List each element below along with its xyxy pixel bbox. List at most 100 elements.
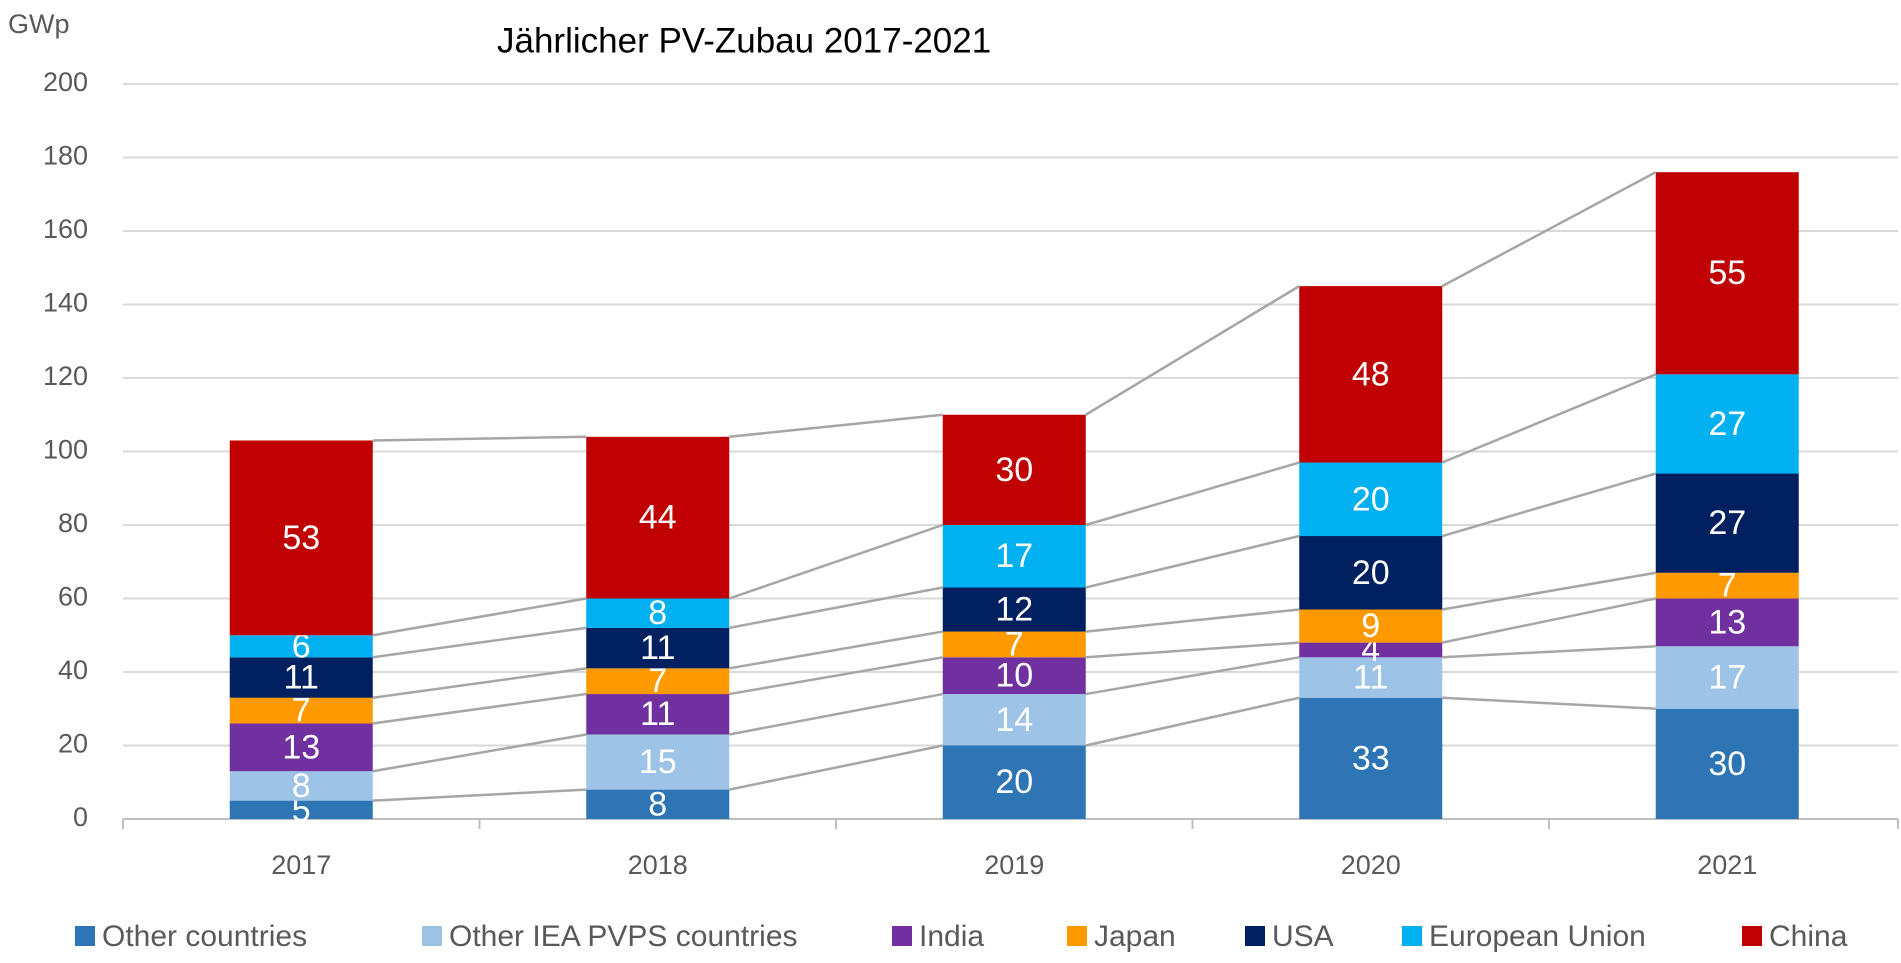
bar-segment [229, 697, 373, 724]
data-label: 11 [1353, 658, 1388, 696]
connector-line [1441, 373, 1657, 464]
bar-segment [229, 440, 373, 636]
bar-segment [942, 414, 1086, 525]
data-label: 14 [995, 701, 1033, 739]
data-label: 27 [1708, 405, 1746, 443]
data-label: 11 [640, 695, 675, 733]
bar-segment [942, 657, 1086, 695]
legend-label: China [1769, 920, 1848, 953]
data-label: 7 [1718, 567, 1737, 605]
data-label: 9 [1361, 607, 1380, 645]
bar-segment [1299, 462, 1443, 537]
connector-line [372, 733, 587, 773]
data-label: 15 [639, 743, 677, 781]
chart-title: Jährlicher PV-Zubau 2017-2021 [497, 21, 991, 60]
connector-line [729, 656, 943, 696]
bar-segment [229, 635, 373, 658]
data-label: 33 [1352, 739, 1390, 777]
bar-segment [942, 587, 1086, 632]
legend-label: Other IEA PVPS countries [449, 920, 798, 953]
y-tick-label: 20 [58, 729, 88, 759]
legend-label: Japan [1094, 920, 1176, 953]
bar-segment [1299, 657, 1443, 698]
legend-label: India [919, 920, 984, 953]
bar-segment [942, 745, 1086, 819]
bar-segment [1299, 286, 1443, 463]
legend-swatch [892, 926, 912, 946]
connector-line [729, 692, 943, 736]
data-label: 7 [292, 692, 311, 730]
data-label: 20 [995, 763, 1033, 801]
legend-label: European Union [1429, 920, 1646, 953]
connector-line [372, 667, 587, 699]
data-label: 30 [995, 451, 1033, 489]
data-label: 8 [648, 785, 667, 823]
y-tick-label: 160 [43, 214, 88, 244]
data-label: 17 [1708, 658, 1746, 696]
connector-line [1442, 571, 1656, 611]
data-label: 17 [995, 537, 1033, 575]
y-tick-label: 40 [58, 655, 88, 685]
connector-line [1085, 656, 1300, 696]
legend-swatch [1402, 926, 1422, 946]
connector-line [1442, 696, 1656, 710]
bar-segment [1299, 642, 1443, 658]
bar-segment [229, 723, 373, 772]
y-tick-label: 200 [43, 67, 88, 97]
x-tick-label: 2019 [984, 850, 1044, 880]
bar-segment [1299, 536, 1443, 610]
connector-line [372, 788, 587, 802]
bar-segment [229, 771, 373, 801]
bar-segment [1655, 646, 1799, 709]
bar-segment [586, 598, 730, 628]
legend-swatch [75, 926, 95, 946]
legend-swatch [422, 926, 442, 946]
data-label: 20 [1352, 554, 1390, 592]
connector-line [372, 435, 587, 442]
bar-segment [1299, 609, 1443, 643]
connector-line [1085, 285, 1300, 416]
connector-line [372, 692, 587, 725]
y-tick-label: 60 [58, 582, 88, 612]
y-axis-label: GWp [8, 9, 70, 39]
connector-line [1085, 641, 1300, 659]
x-tick-label: 2018 [628, 850, 688, 880]
data-label: 27 [1708, 504, 1746, 542]
connector-line [1441, 597, 1657, 644]
data-label: 13 [282, 728, 320, 766]
bar-segment [1655, 598, 1799, 647]
y-tick-label: 100 [43, 435, 88, 465]
connector-line [1085, 608, 1300, 633]
bar-segment [942, 694, 1086, 746]
data-label: 53 [282, 519, 320, 557]
data-label: 44 [639, 499, 677, 537]
data-label: 8 [648, 594, 667, 632]
connector-line [1085, 461, 1300, 527]
connector-line [728, 523, 944, 600]
data-label: 55 [1708, 254, 1746, 292]
legend-swatch [1742, 926, 1762, 946]
x-tick-label: 2020 [1341, 850, 1401, 880]
connector-line [729, 413, 943, 439]
data-label: 7 [648, 662, 667, 700]
bar-segment [942, 525, 1086, 588]
legend-swatch [1067, 926, 1087, 946]
y-tick-label: 140 [43, 288, 88, 318]
y-tick-label: 80 [58, 508, 88, 538]
bar-segment [586, 668, 730, 695]
x-tick-label: 2021 [1697, 850, 1757, 880]
data-label: 48 [1352, 355, 1390, 393]
connector-line [1441, 472, 1657, 538]
bar-segment [586, 734, 730, 790]
data-label: 13 [1708, 603, 1746, 641]
connector-line [729, 630, 943, 670]
connector-line [1085, 534, 1300, 589]
data-label: 10 [995, 657, 1033, 695]
bar-segment [229, 657, 373, 698]
bar-segment [1655, 374, 1799, 474]
data-label: 11 [640, 629, 675, 667]
data-label: 7 [1005, 625, 1024, 663]
legend-swatch [1245, 926, 1265, 946]
bar-segment [1655, 572, 1799, 599]
